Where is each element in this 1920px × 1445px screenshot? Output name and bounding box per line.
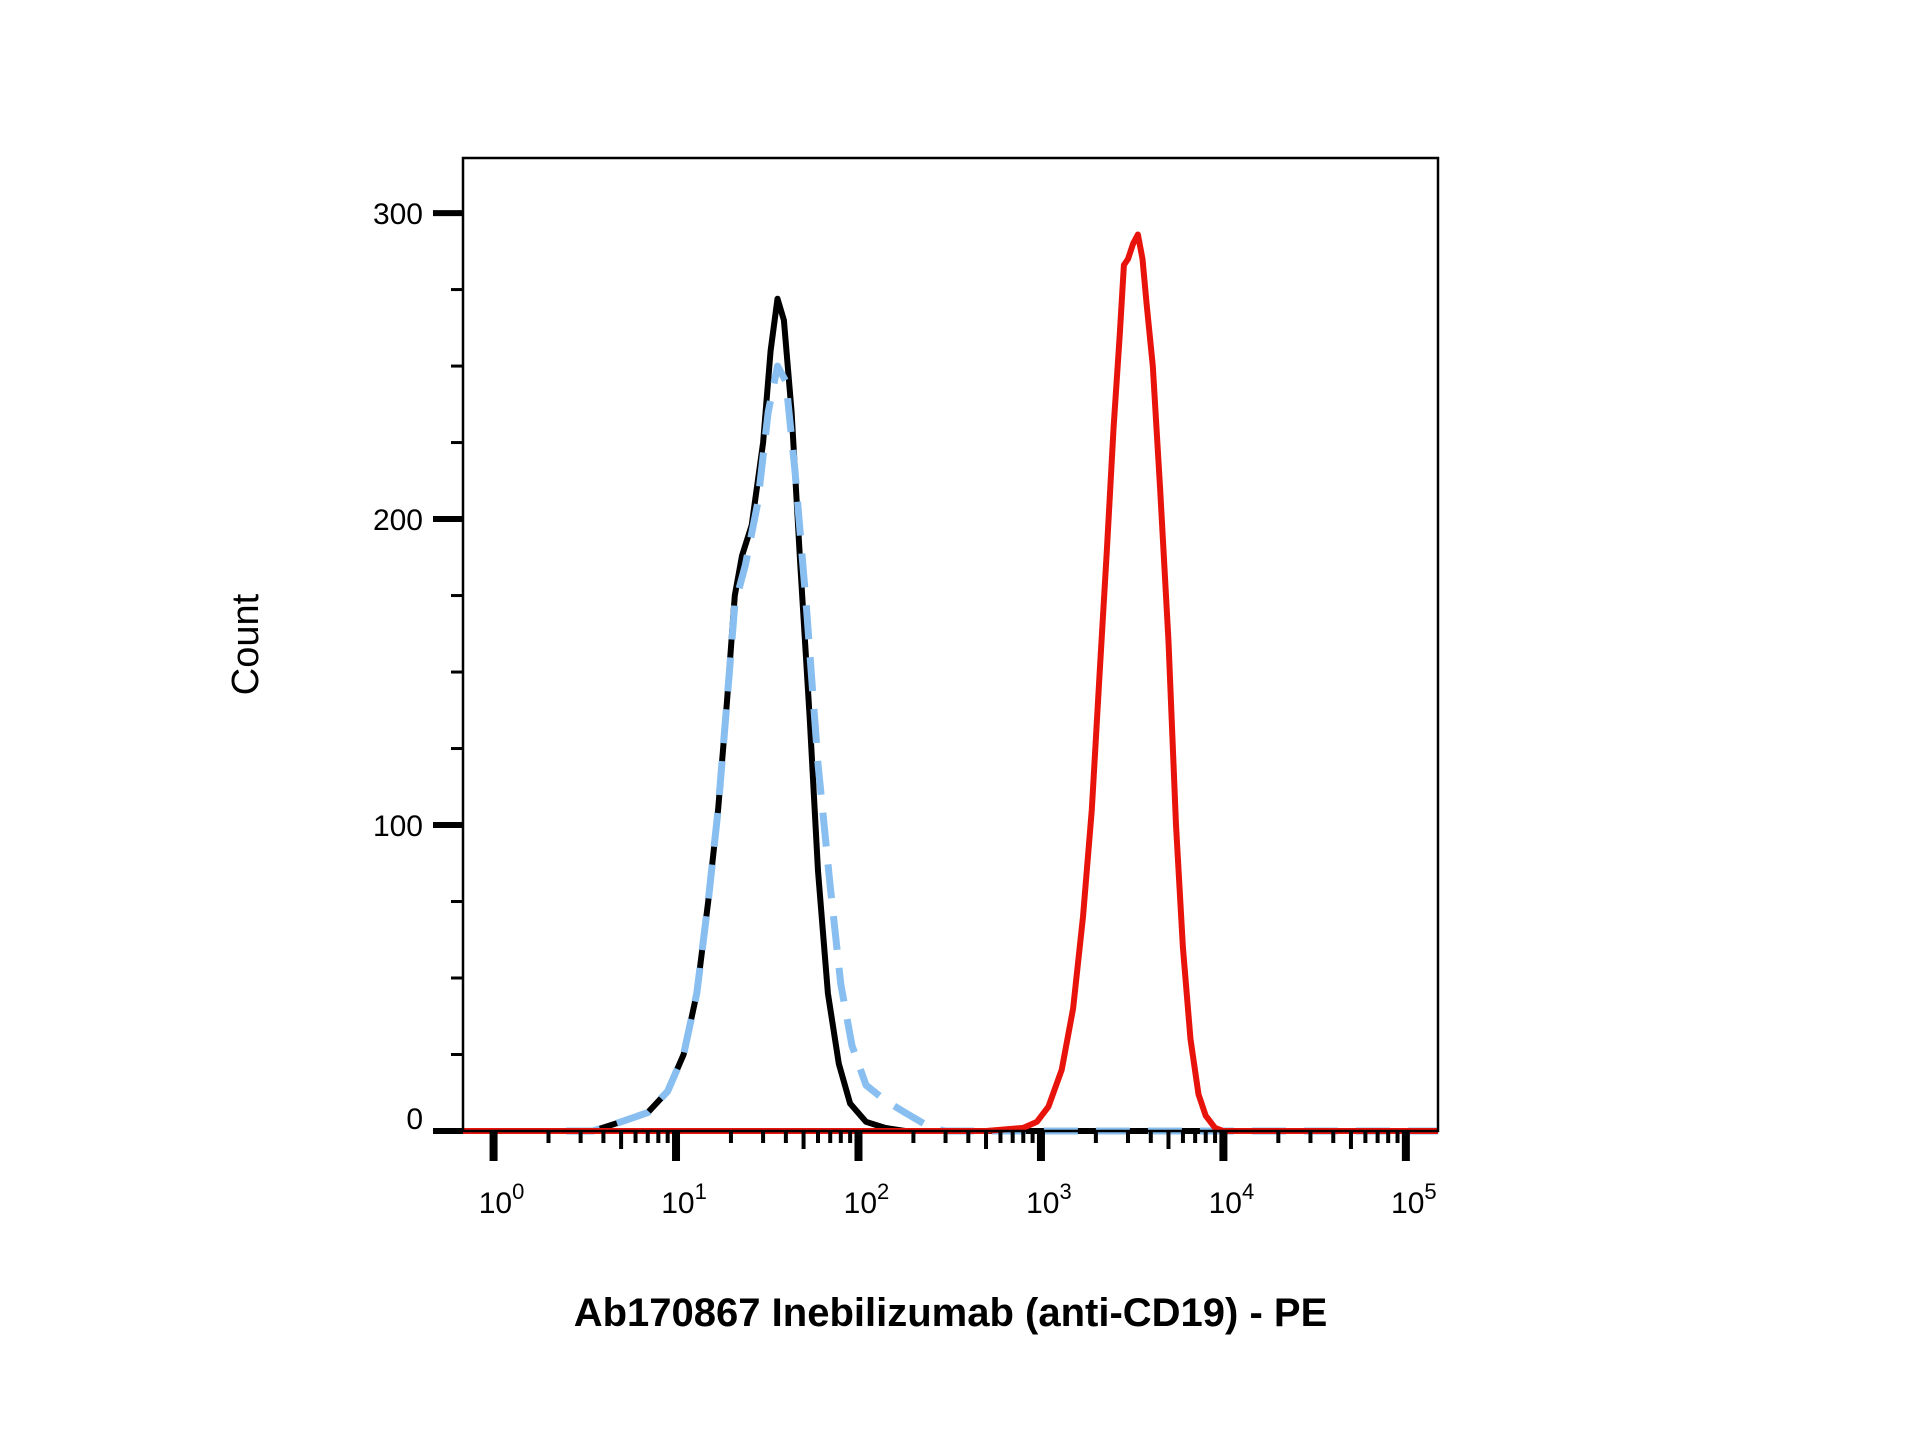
x-tick-label: 104 — [1209, 1179, 1255, 1220]
plot-frame — [461, 156, 1440, 1133]
blue-dashed-series — [566, 362, 1438, 1135]
y-tick-label: 0 — [406, 1103, 423, 1136]
y-axis: 0 100 200 300 — [373, 198, 463, 1136]
x-tick-label: 100 — [479, 1179, 525, 1220]
y-axis-label: Count — [225, 593, 267, 695]
red-stained-series — [463, 231, 1438, 1134]
black-control-series — [566, 295, 1438, 1134]
series-layer — [463, 231, 1438, 1135]
y-tick-label: 200 — [373, 504, 423, 537]
y-tick-label: 100 — [373, 810, 423, 843]
x-tick-label: 105 — [1391, 1179, 1437, 1220]
y-tick-label: 300 — [373, 198, 423, 231]
x-axis: 100 101 102 103 104 105 — [479, 1131, 1437, 1220]
x-axis-label: Ab170867 Inebilizumab (anti-CD19) - PE — [574, 1291, 1328, 1335]
x-tick-label: 103 — [1026, 1179, 1072, 1220]
x-tick-label: 102 — [844, 1179, 890, 1220]
x-tick-label: 101 — [661, 1179, 707, 1220]
